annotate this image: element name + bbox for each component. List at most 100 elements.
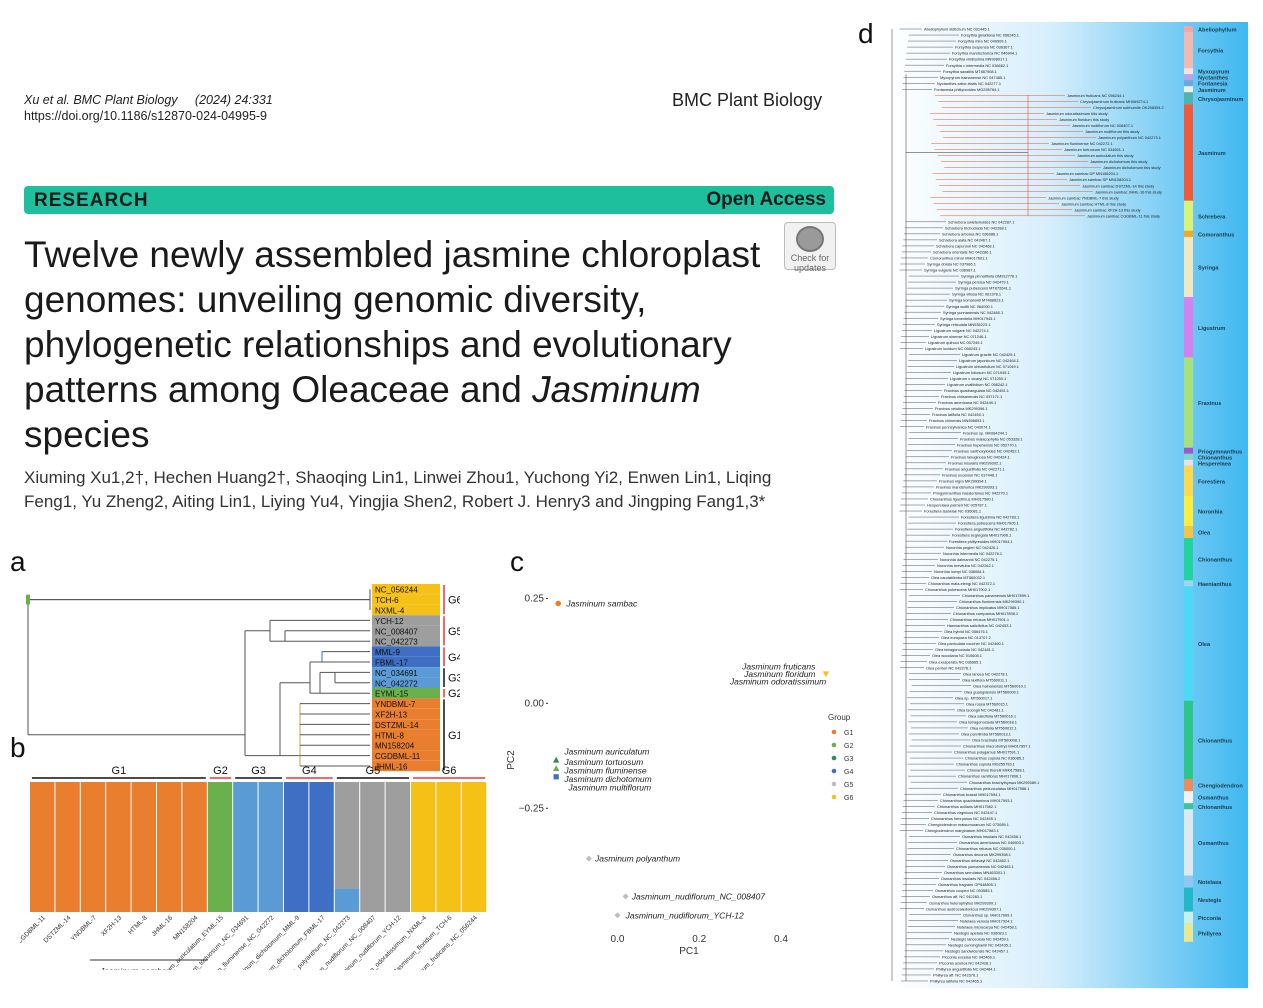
tip-label: Jasminum nudiflorum this study	[1085, 129, 1140, 134]
tip-label: Forestiera angustifolia NC 042782.1	[955, 527, 1017, 532]
tip-label: Syringa yunnanensis NC 042480.1	[943, 310, 1003, 315]
tip-label: Picconia excelsa NC 042466.1	[942, 954, 995, 959]
tip-label: Olea tetragonoclada NC 042481.1	[935, 647, 994, 652]
tip-box	[372, 719, 440, 730]
open-access-label[interactable]: Open Access	[706, 189, 826, 210]
tip-label: Noronhia dalmannii NC 042275.1	[940, 557, 998, 562]
structure-bar	[30, 782, 55, 912]
tip-label: Forestiera ligustrina NC 042783.1	[961, 515, 1019, 520]
y-axis-label: PC2	[506, 750, 517, 770]
tip-label: Olea tsoongii NC 042481.1	[957, 707, 1004, 712]
tip-label: Olea guangxiensis MT560009.1	[964, 689, 1019, 694]
genus-strip	[1184, 803, 1193, 810]
tip-label: Chengiodendron marginatum MH017583.1	[925, 828, 999, 833]
genus-label: Priogymnanthus	[1198, 449, 1242, 455]
legend-label: G2	[844, 743, 853, 750]
tip-label: Jasminum nudiflorum NC 008407.1	[1072, 123, 1133, 128]
legend-swatch	[831, 768, 837, 774]
doi-link[interactable]: https://doi.org/10.1186/s12870-024-04995…	[24, 109, 268, 123]
tip-label: Chrysojasminum fruticans MH069274.1	[1080, 99, 1148, 104]
tip-label: Jasminum sambac YNDBML-7 this study	[1048, 195, 1119, 200]
tip-label: Forsythia suspensa NC 036367.1	[955, 45, 1013, 50]
tip-label: Osmanthus decorus MK299398.1	[953, 852, 1011, 857]
tip-label: Osmanthus sp. MH017909.1	[963, 912, 1013, 917]
tip-label: Chionanthus ligustrinus MH017580.1	[930, 497, 994, 502]
tip-label: Forestiera segregata MH017906.1	[952, 533, 1011, 538]
tip-label: Ligustrum lucidum NC 058243.1	[925, 346, 981, 351]
tip-label: Chionanthus mala-elengi NC 042372.1	[928, 581, 995, 586]
group-label: G4	[448, 652, 460, 664]
tip-box	[372, 656, 440, 668]
group-label: G3	[448, 673, 460, 685]
x-tick-label: 0.4	[774, 934, 788, 945]
badge-label: Check for updates	[790, 253, 830, 273]
tip-label: CGDBML-11	[375, 752, 421, 761]
tip-label: Chionanthus pedunculatus MH017586.1	[960, 786, 1029, 791]
genus-label: Ligustrum	[1198, 326, 1225, 332]
genus-strip	[1184, 200, 1193, 231]
tip-label: Syringa villosa NC 061378.1	[952, 292, 1001, 297]
structure-bar	[334, 782, 360, 889]
tip-label: Forsythia mandschurica NC 046904.1	[952, 51, 1017, 56]
tip-label: Chengiodendron matsumuranum NC 073089.1	[928, 822, 1009, 827]
genus-strip	[1184, 495, 1193, 527]
tip-label: Chionanthus panamensis MH017899.1	[962, 593, 1029, 598]
tip-label: Olea hainanensis MT560010.1	[973, 683, 1026, 688]
group-label: G2	[213, 765, 228, 777]
tip-label: Chionanthus retusus NC 035000.1	[956, 846, 1016, 851]
tip-label: Olea rosea MT560015.1	[966, 701, 1008, 706]
pca-point	[552, 765, 560, 771]
point-label: Jasminum auriculatum	[563, 747, 649, 757]
group-label: G1	[112, 765, 127, 777]
tip-label: Notelaea microcarpa NC 042458.1	[957, 924, 1017, 929]
structure-bar	[385, 782, 410, 912]
tip-label: Schrebera arborea NC 036086.1	[942, 231, 998, 236]
legend-swatch	[831, 729, 837, 735]
tip-label: Osmanthus insularis NC 042456.1	[962, 834, 1021, 839]
sample-label: JHML-16	[151, 914, 175, 938]
tip-label: Olea hybrid NC 056476.1	[944, 629, 988, 634]
bookmark-icon	[796, 226, 824, 252]
tip-label: TCH-6	[375, 596, 399, 605]
tip-box	[372, 760, 440, 772]
genus-strip	[1184, 357, 1193, 448]
genus-strip	[1184, 580, 1193, 587]
tip-box	[372, 615, 440, 626]
genus-strip	[1184, 779, 1193, 792]
tip-label: Forsythia giraldiana NC 056245.1	[961, 33, 1019, 38]
tip-label: Phillyrea angustifolia NC 042484.1	[936, 967, 996, 972]
tip-label: Jasminum odoratissimum this study	[1046, 111, 1108, 116]
tip-label: Osmanthus fragrans OP548805.1	[938, 882, 996, 887]
check-for-updates-badge[interactable]: Check for updates	[784, 222, 836, 273]
group-label: G5	[448, 626, 460, 638]
tip-label: Fraxinus angustifolia NC 042271.1	[945, 466, 1005, 471]
tip-box	[372, 708, 440, 720]
tip-label: Fraxinus hupehensis NC 052770.1	[957, 442, 1017, 447]
tip-label: Chionanthus henryanus NC 042455.1	[931, 816, 996, 821]
tip-label: Osmanthus delavayi NC 042462.1	[950, 858, 1009, 863]
tip-label: Noronhia pegleri NC 042426.1	[946, 545, 999, 550]
tip-label: Chionanthus brassii MH017594.1	[943, 792, 1001, 797]
genus-strip	[1184, 86, 1193, 93]
tip-label: NC_056244	[375, 586, 418, 595]
tip-label: Chionanthus implicatus MH017585.1	[956, 605, 1020, 610]
tip-label: Chionanthus pubescens MH017902.1	[925, 587, 990, 592]
genus-label: Notelaea	[1198, 880, 1222, 886]
tip-label: Olea salicifolia MT560016.1	[968, 713, 1016, 718]
panel-label-c: c	[510, 546, 524, 577]
tip-label: Picconia azorica NC 042428.1	[939, 961, 991, 966]
structure-bar	[284, 782, 309, 912]
legend-label: G5	[844, 782, 853, 789]
genus-label: Haenianthus	[1198, 582, 1232, 588]
genus-strip	[1184, 32, 1193, 69]
tip-label: Forsythia viridissima MN998917.1	[949, 57, 1008, 62]
pca-point	[553, 774, 559, 780]
tip-label: Syringa pubescens MT872641.1	[955, 286, 1011, 291]
genus-strip	[1184, 26, 1193, 33]
tip-label: Fraxinus excelsior NC 037446.1	[942, 472, 997, 477]
pca-point	[622, 893, 629, 900]
genus-strip	[1184, 453, 1193, 460]
article-title: Twelve newly assembled jasmine chloropla…	[24, 232, 784, 457]
tip-label: NC_042272	[375, 679, 418, 688]
genus-label: Nestegis	[1198, 898, 1221, 904]
